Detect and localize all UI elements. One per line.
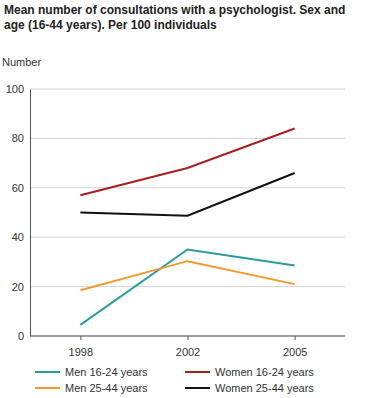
legend-label: Men 16-24 years (65, 366, 148, 378)
legend-swatch (35, 371, 60, 373)
legend-label: Women 25-44 years (215, 382, 314, 394)
legend: Men 16-24 years Men 25-44 years Women 16-2… (35, 366, 314, 394)
grid-line (30, 138, 345, 139)
series-line (80, 173, 294, 216)
series-line (80, 250, 294, 325)
title: Mean number of consultations with a psyc… (4, 3, 345, 32)
legend-swatch (185, 371, 210, 373)
x-tick-label: 2005 (283, 346, 307, 358)
y-tick-label: 20 (12, 281, 24, 293)
chart: Mean number of consultations with a psyc… (0, 0, 365, 398)
y-tick: 80 (12, 132, 30, 144)
x-axis: 1998 2002 2005 (30, 336, 345, 358)
grid-line (30, 89, 345, 90)
legend-item: Men 25-44 years (35, 382, 148, 394)
grid-line (30, 237, 345, 238)
x-tick-mark (188, 336, 189, 340)
grid-line (30, 187, 345, 188)
grid-line (30, 286, 345, 287)
grid (30, 89, 345, 336)
x-tick-mark (295, 336, 296, 340)
x-tick: 2005 (283, 336, 307, 358)
y-tick-label: 40 (12, 231, 24, 243)
y-axis: 0 20 40 60 80 100 (6, 83, 31, 342)
x-tick-label: 2002 (176, 346, 200, 358)
legend-label: Men 25-44 years (65, 382, 148, 394)
legend-label: Women 16-24 years (215, 366, 314, 378)
y-tick: 0 (18, 330, 30, 342)
x-tick: 1998 (69, 336, 93, 358)
y-tick: 40 (12, 231, 30, 243)
y-tick: 60 (12, 182, 30, 194)
legend-item: Women 16-24 years (185, 366, 314, 378)
y-axis-label: Number (2, 56, 41, 68)
y-tick-label: 60 (12, 182, 24, 194)
y-tick-label: 80 (12, 132, 24, 144)
legend-swatch (185, 387, 210, 389)
y-tick: 20 (12, 281, 30, 293)
y-tick: 100 (6, 83, 30, 95)
x-tick-mark (80, 336, 81, 340)
y-tick-label: 100 (6, 83, 24, 95)
y-axis-line (30, 90, 31, 337)
x-tick-label: 1998 (69, 346, 93, 358)
legend-item: Women 25-44 years (185, 382, 314, 394)
legend-item: Men 16-24 years (35, 366, 148, 378)
lines (80, 129, 294, 325)
legend-swatch (35, 387, 60, 389)
series-line (80, 261, 294, 290)
y-tick-label: 0 (18, 330, 24, 342)
x-tick: 2002 (176, 336, 200, 358)
